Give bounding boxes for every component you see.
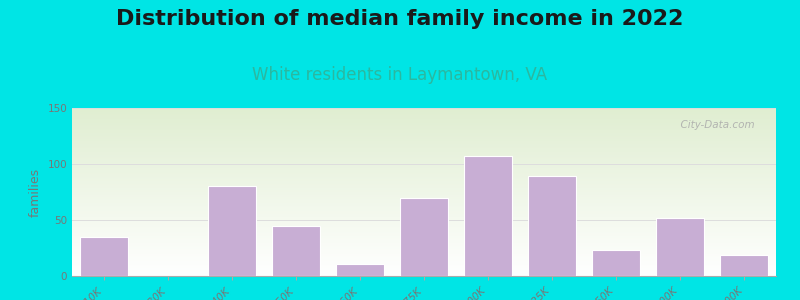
Text: Distribution of median family income in 2022: Distribution of median family income in … [116,9,684,29]
Bar [656,218,704,276]
Bar [592,250,640,276]
Bar [80,237,128,276]
Text: City-Data.com: City-Data.com [674,120,755,130]
Bar [528,176,576,276]
Bar [272,226,320,276]
Bar [208,186,256,276]
Bar [464,156,512,276]
Bar [336,264,384,276]
Y-axis label: families: families [29,167,42,217]
Bar [400,198,448,276]
Bar [720,255,768,276]
Text: White residents in Laymantown, VA: White residents in Laymantown, VA [253,66,547,84]
